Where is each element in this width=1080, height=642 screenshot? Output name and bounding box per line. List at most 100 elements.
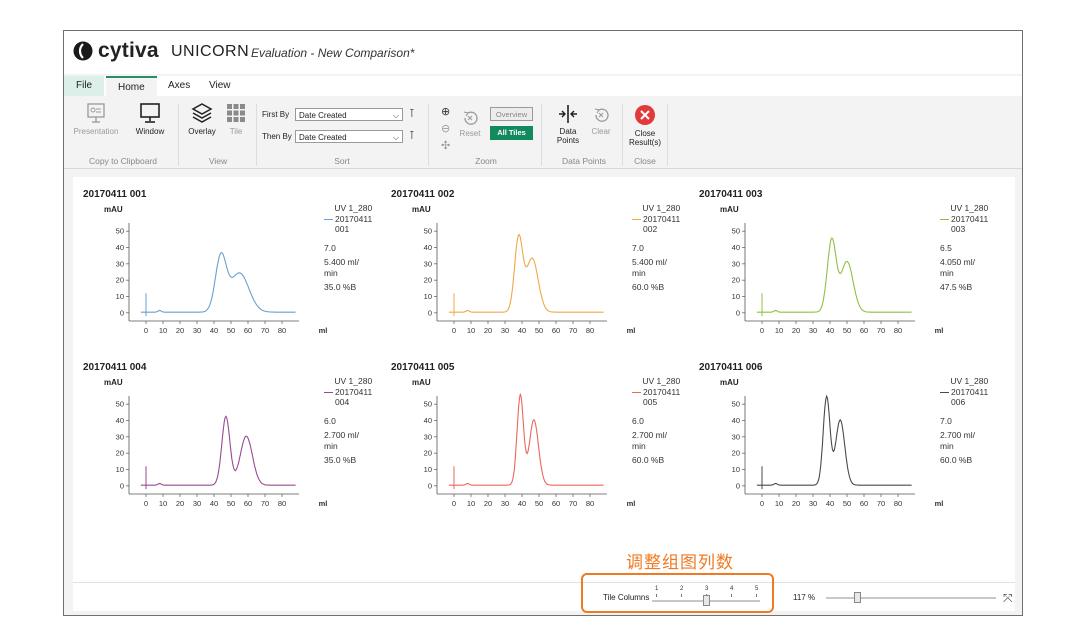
tile-title: 20170411 004 (83, 362, 147, 373)
y-tick-label: 50 (732, 400, 740, 409)
x-axis-label: ml (319, 499, 328, 508)
y-tick-label: 50 (116, 227, 124, 236)
data-points-button[interactable]: Data Points (552, 104, 584, 145)
legend-entry: 4.050 ml/ (940, 257, 975, 267)
x-tick-label: 70 (261, 326, 269, 335)
first-by-select[interactable]: Date Created ⌵ (295, 108, 403, 121)
clear-icon (594, 108, 609, 122)
presentation-label: Presentation (73, 127, 119, 136)
legend-entry: 20170411 (940, 214, 988, 225)
legend-entry: UV 1_280 (642, 376, 681, 386)
x-tick-label: 10 (467, 499, 475, 508)
x-tick-label: 40 (826, 499, 834, 508)
ribbon-tabs: File Home Axes View (64, 76, 1022, 96)
then-by-select[interactable]: Date Created ⌵ (295, 130, 403, 143)
y-tick-label: 30 (732, 259, 740, 268)
application-window: cytiva UNICORN Evaluation - New Comparis… (63, 30, 1023, 616)
x-tick-label: 20 (792, 499, 800, 508)
cytiva-logo-icon (73, 41, 93, 61)
x-tick-label: 50 (843, 499, 851, 508)
window-button[interactable]: Window (130, 102, 170, 136)
all-tiles-button[interactable]: All Tiles (490, 126, 533, 140)
legend-entry: 003 (951, 224, 966, 234)
sort-direction-icon[interactable]: ⊺ (409, 130, 415, 142)
tile-columns-tick-mark (656, 594, 657, 597)
legend-entry: 2.700 ml/ (632, 430, 667, 440)
legend-entry: 20170411 (632, 387, 680, 398)
x-tick-label: 60 (860, 499, 868, 508)
zoom-thumb[interactable] (853, 592, 861, 603)
legend-entry: UV 1_280 (334, 203, 373, 213)
legend-entry: 20170411 (324, 214, 372, 225)
legend-entry: 60.0 %B (632, 455, 665, 465)
presentation-button[interactable]: Presentation (72, 102, 120, 136)
legend-entry: 7.0 (632, 242, 644, 253)
chromatogram-chart: 0 10 20 30 40 50 0 10 20 30 40 50 60 70 80 ml (732, 223, 943, 335)
x-tick-label: 30 (501, 326, 509, 335)
y-axis-label: mAU (412, 205, 431, 214)
tile-columns-thumb[interactable] (703, 595, 710, 606)
uv-trace-line (448, 234, 604, 313)
x-tick-label: 0 (760, 326, 764, 335)
x-tick-label: 80 (586, 499, 594, 508)
overview-button[interactable]: Overview (490, 107, 533, 121)
y-tick-label: 0 (428, 308, 432, 317)
tile-button[interactable]: Tile (222, 102, 250, 136)
first-by-value: Date Created (299, 111, 347, 120)
tab-axes[interactable]: Axes (168, 80, 191, 91)
legend-entry: min (324, 440, 338, 451)
legend-entry: 001 (335, 224, 350, 234)
tab-home[interactable]: Home (106, 76, 157, 96)
fit-to-screen-icon[interactable]: ⤧ (1003, 591, 1013, 605)
group-label-zoom: Zoom (475, 156, 497, 166)
sort-direction-icon[interactable]: ⊺ (409, 108, 415, 120)
x-tick-label: 20 (484, 326, 492, 335)
y-tick-label: 0 (120, 308, 124, 317)
y-tick-label: 40 (424, 416, 432, 425)
x-tick-label: 50 (535, 499, 543, 508)
tile-title: 20170411 002 (391, 189, 455, 200)
y-tick-label: 40 (732, 416, 740, 425)
tile-columns-tick: 5 (755, 586, 759, 592)
legend-entry: 20170411 (632, 214, 680, 225)
legend: UV 1_280 20170411 001 7.0 5.400 ml/min 35.0 %… (324, 203, 372, 293)
x-tick-label: 60 (244, 499, 252, 508)
legend-entry: 7.0 (940, 415, 952, 426)
y-tick-label: 50 (424, 227, 432, 236)
legend-entry: 006 (951, 397, 966, 407)
zoom-in-icon[interactable]: ⊕ (441, 106, 451, 118)
y-tick-label: 40 (732, 243, 740, 252)
legend-entry: 2.700 ml/ (324, 430, 359, 440)
x-tick-label: 70 (877, 326, 885, 335)
y-tick-label: 30 (116, 432, 124, 441)
legend-entry: min (632, 267, 646, 278)
tab-file[interactable]: File (64, 76, 105, 96)
x-tick-label: 20 (484, 499, 492, 508)
x-tick-label: 30 (501, 499, 509, 508)
tab-view[interactable]: View (209, 80, 231, 91)
app-name: UNICORN (171, 43, 250, 60)
pan-icon[interactable]: ✣ (441, 140, 451, 152)
tile-columns-tick: 4 (730, 586, 734, 592)
reset-zoom-button[interactable]: Reset (456, 110, 484, 138)
zoom-out-icon[interactable]: ⊖ (441, 123, 451, 135)
legend-swatch (324, 391, 333, 393)
x-tick-label: 60 (244, 326, 252, 335)
legend: UV 1_280 20170411 006 7.0 2.700 ml/min 60.0 %… (940, 376, 988, 466)
legend-swatch (632, 218, 641, 220)
document-title: Evaluation - New Comparison* (251, 46, 415, 60)
clear-data-points-button[interactable]: Clear (586, 106, 616, 136)
close-results-button[interactable]: Close Result(s) (627, 104, 663, 147)
y-axis-label: mAU (720, 205, 739, 214)
ribbon-home: Presentation Window Copy to Clipboard Ov… (64, 96, 1022, 169)
tile-title: 20170411 003 (699, 189, 763, 200)
y-tick-label: 30 (424, 259, 432, 268)
first-by-label: First By (262, 110, 290, 119)
overlay-button[interactable]: Overlay (186, 102, 218, 136)
x-tick-label: 40 (518, 499, 526, 508)
tile-label: Tile (229, 127, 243, 136)
legend: UV 1_280 20170411 005 6.0 2.700 ml/min 60.0 %… (632, 376, 680, 466)
x-axis-label: ml (627, 326, 636, 335)
chromatogram-chart: 0 10 20 30 40 50 0 10 20 30 40 50 60 70 80 ml (116, 396, 328, 508)
uv-trace-line (756, 237, 912, 313)
